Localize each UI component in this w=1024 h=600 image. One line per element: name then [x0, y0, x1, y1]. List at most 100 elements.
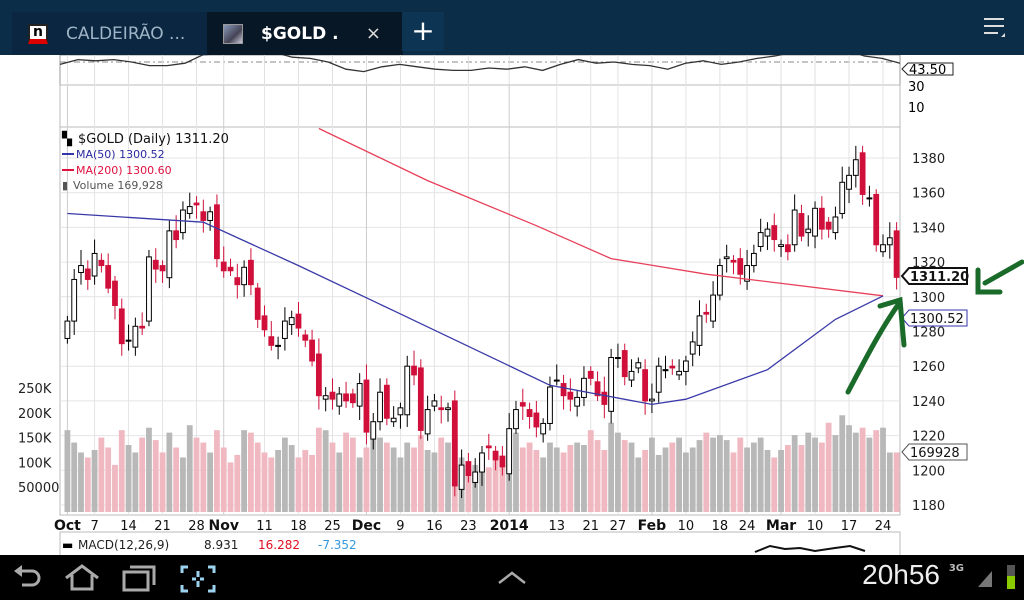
volume-bar — [370, 430, 377, 512]
candle-body — [186, 206, 193, 215]
volume-bar — [383, 442, 390, 512]
candle-body — [832, 216, 839, 234]
candle-body — [152, 259, 159, 270]
volume-bar — [737, 437, 744, 512]
candle-body — [506, 428, 513, 475]
candle-body — [64, 320, 71, 339]
volume-bar — [417, 435, 424, 512]
volume-bar — [261, 452, 268, 512]
price-chart[interactable]: 1180120012201240126012801300132013401360… — [0, 55, 1024, 555]
tab-caldeirao[interactable]: n CALDEIRÃO ... — [12, 12, 210, 55]
candle-body — [635, 362, 642, 369]
volume-bar — [757, 437, 764, 512]
legend-ma200: MA(200) 1300.60 — [76, 164, 172, 177]
volume-tag-box — [901, 443, 968, 461]
volume-bar — [825, 422, 832, 512]
volume-tick-label: 150K — [18, 432, 52, 447]
volume-bar — [84, 457, 91, 512]
volume-bar — [859, 427, 866, 512]
y-tick-label: 1300 — [912, 291, 945, 306]
x-tick-label: 24 — [739, 519, 756, 534]
candle-body — [791, 209, 798, 246]
candle-body — [744, 265, 750, 282]
candle-body — [574, 396, 581, 407]
close-tab-icon[interactable]: × — [365, 23, 381, 44]
candle-body — [710, 294, 716, 322]
candle-body — [703, 311, 710, 315]
menu-icon[interactable] — [982, 16, 1010, 40]
candle-body — [533, 412, 540, 428]
x-tick-label: 27 — [610, 519, 627, 534]
volume-bar — [594, 440, 601, 512]
volume-bar — [207, 452, 214, 512]
candle-body — [98, 259, 105, 267]
candle-body — [750, 252, 757, 267]
volume-bar — [200, 442, 207, 512]
candle-body — [370, 421, 377, 440]
volume-bar — [309, 454, 315, 512]
volume-bar — [275, 450, 281, 512]
ma200-swatch — [62, 169, 74, 171]
candle-body — [669, 365, 676, 369]
volume-bar — [431, 452, 438, 512]
volume-bar — [281, 437, 288, 512]
candle-body — [322, 395, 329, 400]
candle-body — [479, 452, 485, 473]
rsi-panel — [59, 55, 901, 86]
candle-body — [812, 207, 818, 237]
system-nav-bar: 20h56 3G — [0, 555, 1024, 600]
y-tick-label: 1240 — [912, 395, 945, 410]
candle-body — [336, 393, 343, 407]
candle-body — [547, 386, 553, 424]
tab-gold[interactable]: $GOLD . × — [207, 12, 403, 55]
candle-body — [377, 391, 383, 423]
candle-body — [424, 409, 431, 435]
candle-body — [404, 365, 411, 416]
candle-body — [560, 383, 567, 397]
candle-body — [84, 268, 91, 280]
home-icon[interactable] — [62, 563, 102, 593]
candle-body — [846, 174, 852, 190]
candle-body — [805, 228, 812, 234]
volume-bar — [832, 435, 839, 512]
macd-label: MACD(12,26,9) — [78, 538, 169, 552]
candle-body — [112, 280, 118, 306]
volume-bar — [812, 437, 818, 512]
screenshot-icon[interactable] — [178, 563, 218, 593]
n-logo-icon: n — [28, 23, 48, 44]
candle-body — [798, 213, 805, 237]
recent-apps-icon[interactable] — [120, 563, 160, 593]
volume-bar — [492, 452, 499, 512]
x-tick-label: 17 — [841, 519, 858, 534]
volume-bar — [105, 447, 112, 512]
candle-body — [241, 266, 248, 286]
candle-body — [859, 152, 866, 195]
price-panel — [59, 84, 901, 516]
last-price-tag: 1311.20 — [910, 270, 969, 285]
volume-bar — [146, 427, 152, 512]
volume-bar — [485, 467, 492, 512]
candle-body — [71, 278, 78, 322]
candle-body — [390, 417, 397, 423]
volume-bar — [710, 437, 716, 512]
back-icon[interactable] — [10, 563, 46, 593]
volume-bar — [159, 452, 166, 512]
volume-bar — [716, 435, 723, 512]
y-tick-label: 1380 — [912, 152, 945, 167]
new-tab-button[interactable]: + — [402, 12, 444, 51]
volume-bar — [893, 452, 900, 512]
x-tick-label: Oct — [54, 518, 81, 534]
volume-bar — [839, 415, 846, 512]
candle-body — [227, 266, 234, 272]
candle-body — [649, 398, 655, 402]
candle-body — [893, 230, 900, 278]
signal-icon — [978, 571, 992, 587]
candle-body — [315, 353, 322, 397]
chevron-up-icon[interactable] — [495, 563, 529, 593]
x-tick-label: 10 — [678, 519, 695, 534]
volume-bar — [125, 445, 132, 512]
volume-bar — [649, 437, 655, 512]
candle-body — [567, 391, 574, 400]
candle-body — [302, 334, 309, 341]
volume-bar — [730, 452, 737, 512]
